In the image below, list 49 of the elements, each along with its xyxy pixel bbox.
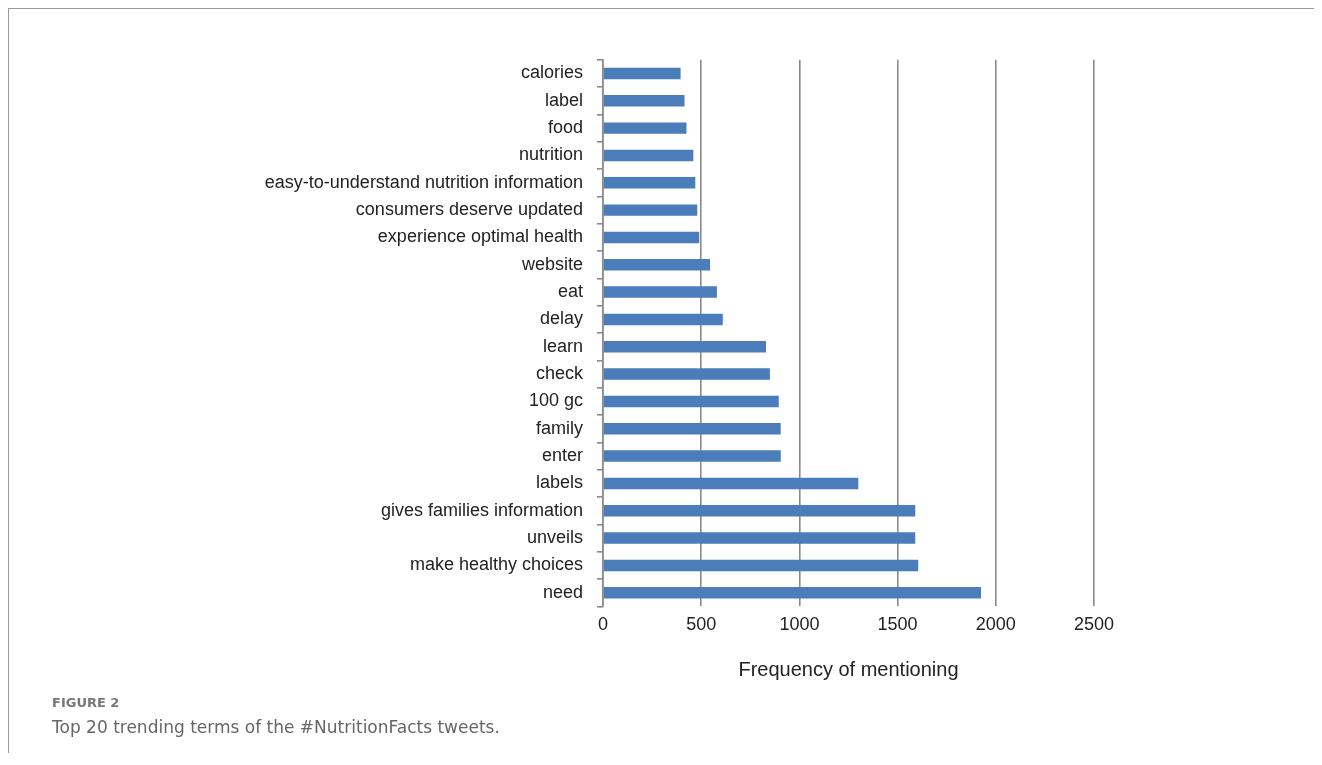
bar bbox=[603, 587, 982, 599]
y-tick-label: calories bbox=[520, 62, 583, 83]
x-tick-label: 1000 bbox=[779, 614, 820, 635]
text: FIGURE 2 bbox=[52, 695, 120, 710]
bar bbox=[603, 368, 770, 380]
bar bbox=[603, 341, 767, 353]
y-tick-label: experience optimal health bbox=[377, 226, 583, 247]
bar bbox=[603, 149, 694, 162]
x-tick-label: 500 bbox=[686, 614, 717, 635]
bar bbox=[603, 204, 698, 216]
y-tick-label: 100 gc bbox=[528, 390, 583, 411]
bar bbox=[603, 95, 685, 107]
y-tick-label: check bbox=[535, 363, 584, 384]
y-tick-label: delay bbox=[539, 308, 583, 329]
x-tick-label: 0 bbox=[597, 614, 609, 635]
y-tick-label: easy-to-understand nutrition information bbox=[264, 171, 583, 192]
bar bbox=[603, 559, 919, 572]
bar bbox=[603, 450, 781, 462]
y-tick-label: website bbox=[520, 253, 583, 274]
x-axis-title: Frequency of mentioning bbox=[738, 657, 959, 680]
y-tick-label: food bbox=[547, 117, 583, 138]
y-tick-label: enter bbox=[541, 445, 583, 466]
x-tick-label: 1500 bbox=[877, 614, 918, 635]
bar bbox=[603, 313, 723, 326]
bar bbox=[603, 505, 916, 517]
bar bbox=[603, 477, 859, 490]
bar bbox=[603, 122, 687, 134]
bar bbox=[603, 231, 700, 244]
bar bbox=[603, 177, 696, 189]
y-tick-label: make healthy choices bbox=[409, 554, 583, 575]
text: Top 20 trending terms of the #NutritionFacts tweets. bbox=[52, 717, 500, 737]
y-tick-label: gives families information bbox=[380, 499, 583, 520]
x-tick-label: 2000 bbox=[975, 614, 1016, 635]
bar bbox=[603, 286, 717, 298]
y-tick-label: labels bbox=[535, 472, 583, 493]
y-tick-label: label bbox=[544, 89, 583, 110]
y-tick-label: unveils bbox=[526, 527, 583, 548]
y-tick-label: nutrition bbox=[518, 144, 583, 165]
bar bbox=[603, 532, 916, 544]
bar bbox=[603, 67, 681, 80]
y-tick-label: consumers deserve updated bbox=[355, 199, 583, 220]
y-tick-label: eat bbox=[557, 281, 583, 302]
bar bbox=[603, 259, 711, 271]
x-tick-label: 2500 bbox=[1073, 614, 1114, 635]
y-tick-label: learn bbox=[542, 335, 583, 356]
y-tick-label: need bbox=[542, 581, 583, 602]
bar bbox=[603, 395, 779, 408]
bar bbox=[603, 423, 781, 435]
y-tick-label: family bbox=[535, 417, 583, 438]
